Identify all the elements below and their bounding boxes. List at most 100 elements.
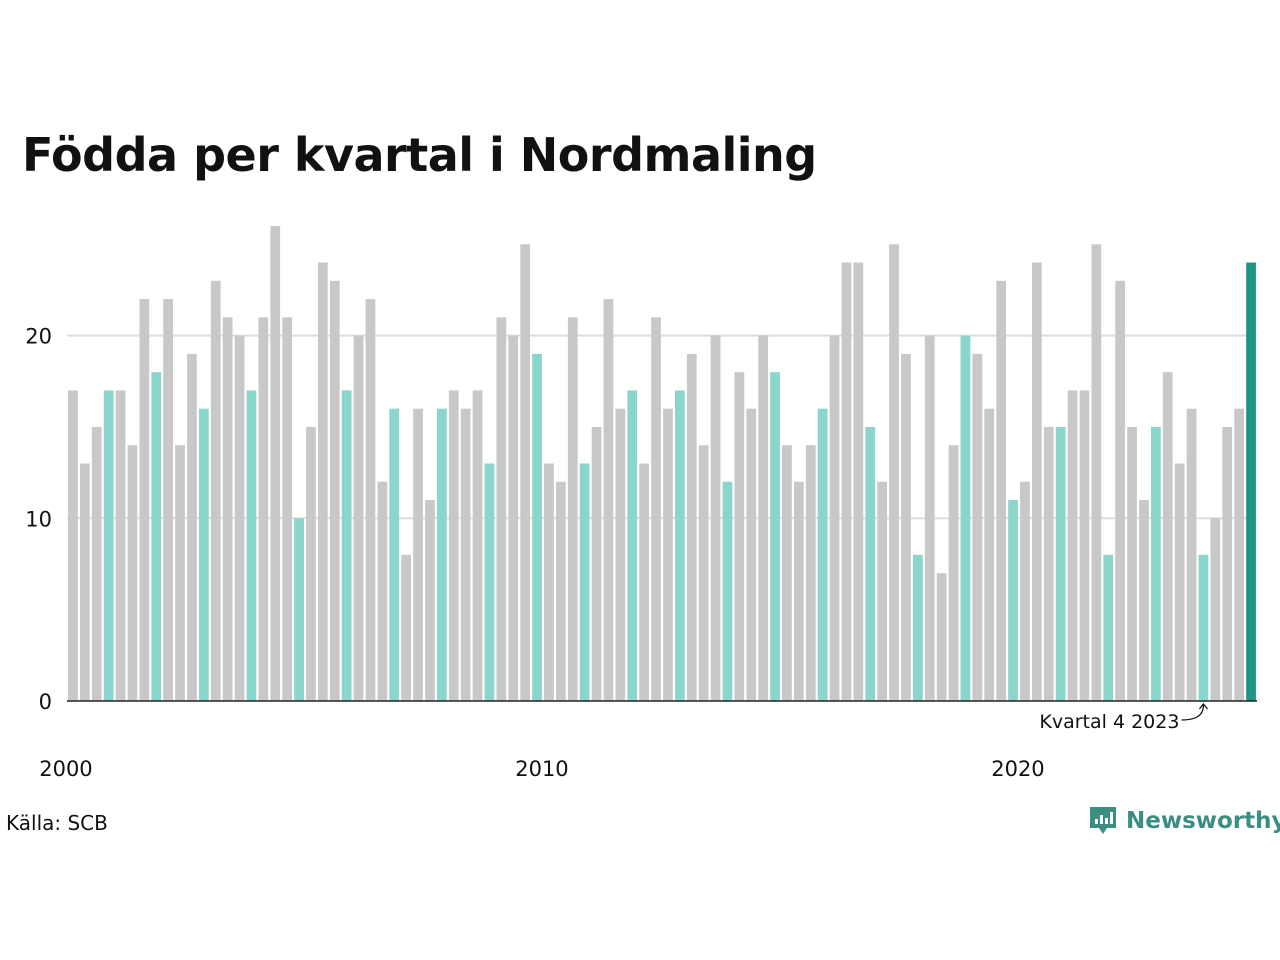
bar (1186, 408, 1197, 701)
bar (1222, 426, 1233, 701)
annotation-arrow (1181, 703, 1208, 721)
brand: Newsworthy (1088, 804, 1280, 838)
bar (912, 554, 923, 701)
annotation: Kvartal 4 2023 (1039, 703, 1208, 733)
y-tick-label: 0 (39, 690, 52, 714)
bar (710, 335, 721, 701)
bar (722, 481, 733, 701)
bar (1210, 518, 1221, 701)
bar (329, 280, 340, 701)
bar (448, 390, 459, 701)
bar (222, 317, 233, 701)
bar (865, 426, 876, 701)
brand-name: Newsworthy (1126, 808, 1280, 834)
bar (377, 481, 388, 701)
bar (472, 390, 483, 701)
bar (1103, 554, 1114, 701)
bar (258, 317, 269, 701)
bar (508, 335, 519, 701)
bar (591, 426, 602, 701)
bar (1139, 500, 1149, 701)
bar (639, 463, 650, 701)
bar (1246, 262, 1256, 701)
y-tick-label: 10 (25, 507, 52, 531)
annotation-label: Kvartal 4 2023 (1039, 711, 1179, 733)
bar (936, 573, 947, 701)
bar (175, 445, 185, 701)
bar (103, 390, 114, 701)
bar (1115, 280, 1126, 701)
bar (1162, 372, 1173, 701)
y-tick-label: 20 (25, 325, 52, 349)
bar (317, 262, 328, 701)
bar (841, 262, 852, 701)
bar (805, 445, 816, 701)
bar (139, 299, 150, 701)
bar (68, 390, 78, 701)
bar (1127, 426, 1137, 701)
bar (246, 390, 257, 701)
y-axis-ticks: 0 10 20 (25, 325, 52, 714)
bar (698, 445, 709, 701)
bar (853, 262, 864, 701)
bar (187, 353, 197, 701)
bar (555, 481, 566, 701)
bar (877, 481, 888, 701)
x-tick-label: 2020 (991, 757, 1044, 781)
bar (567, 317, 578, 701)
bar (686, 353, 697, 701)
bar (924, 335, 935, 701)
bar (234, 335, 245, 701)
bar (627, 390, 638, 701)
bar (996, 280, 1007, 701)
bar (460, 408, 471, 701)
bar (151, 372, 162, 701)
bar (496, 317, 507, 701)
chart-title: Födda per kvartal i Nordmaling (22, 128, 817, 182)
bar (115, 390, 126, 701)
bar (365, 299, 376, 701)
bar (972, 353, 983, 701)
bar (615, 408, 626, 701)
bar (663, 408, 673, 701)
bar (1079, 390, 1090, 701)
x-tick-label: 2010 (515, 757, 568, 781)
grid-lines (67, 334, 1257, 520)
bar (282, 317, 293, 701)
bar (746, 408, 757, 701)
bar (532, 353, 542, 701)
bar (294, 518, 304, 701)
bar (341, 390, 352, 701)
newsworthy-logo-icon (1090, 807, 1116, 834)
bar (984, 408, 995, 701)
bar (1198, 554, 1209, 701)
bar (948, 445, 959, 701)
bar (1031, 262, 1042, 701)
bar (79, 463, 90, 701)
bar (270, 226, 281, 701)
bar (401, 554, 412, 701)
bar (198, 408, 209, 701)
bar (734, 372, 745, 701)
bar (1067, 390, 1078, 701)
bar (353, 335, 364, 701)
bar (436, 408, 447, 701)
bar (901, 353, 911, 701)
bar (674, 390, 685, 701)
bar (484, 463, 495, 701)
x-tick-label: 2000 (39, 757, 92, 781)
bar (425, 500, 435, 701)
bar (793, 481, 804, 701)
bar (306, 426, 316, 701)
bar (1174, 463, 1185, 701)
bars (68, 226, 1256, 701)
bar (91, 426, 102, 701)
bar (413, 408, 423, 701)
bar (210, 280, 221, 701)
bar (651, 317, 661, 701)
bar (782, 445, 792, 701)
bar (603, 299, 614, 701)
bar-chart: 0 10 20 2000 2010 2020 Kvartal 4 2023 (25, 226, 1257, 781)
bar (1020, 481, 1030, 701)
bar (758, 335, 769, 701)
